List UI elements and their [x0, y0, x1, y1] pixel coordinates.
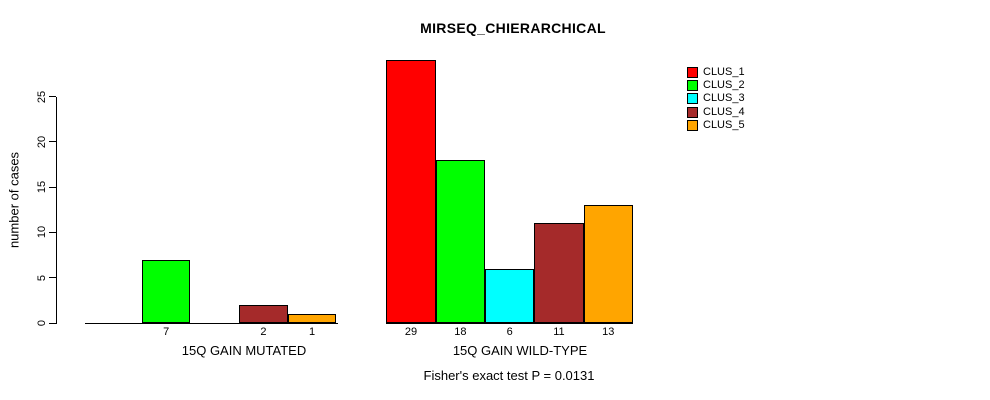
y-tick-label: 20: [36, 135, 48, 148]
bar-clus_3-1: [485, 268, 535, 323]
legend-swatch-clus_1: [687, 66, 698, 78]
x-axis-baseline: [85, 322, 338, 324]
y-tick-label: 10: [36, 226, 48, 239]
bar-value-label: 1: [308, 326, 316, 338]
y-axis-label: number of cases: [6, 151, 22, 249]
bar-value-label: 7: [163, 326, 170, 338]
legend-label-clus_2: CLUS_2: [703, 78, 745, 91]
legend-swatch-clus_2: [687, 79, 698, 91]
y-tick-label: 25: [36, 90, 48, 103]
bar-clus_4-0: [239, 304, 288, 323]
y-axis-line: [56, 96, 57, 324]
bar-value-label: 13: [602, 326, 615, 338]
x-category-label-wild-type: 15Q GAIN WILD-TYPE: [452, 343, 588, 358]
chart-title: MIRSEQ_CHIERARCHICAL: [420, 20, 606, 36]
y-tick-mark: [49, 277, 56, 279]
legend-label-clus_4: CLUS_4: [703, 105, 745, 118]
bar-value-label: 29: [404, 326, 418, 338]
bar-clus_2-0: [141, 259, 191, 323]
bar-value-label: 6: [506, 326, 513, 338]
legend-label-clus_5: CLUS_5: [703, 119, 745, 132]
y-tick-label: 0: [36, 319, 48, 327]
fisher-test-annotation: Fisher's exact test P = 0.0131: [423, 368, 595, 383]
bar-clus_5-1: [583, 205, 633, 323]
legend-swatch-clus_3: [687, 93, 698, 105]
y-tick-mark: [49, 231, 56, 233]
y-tick-mark: [49, 322, 56, 324]
y-tick-label: 5: [36, 274, 48, 281]
y-tick-label: 15: [36, 180, 48, 194]
legend-swatch-clus_4: [687, 106, 698, 118]
legend-label-clus_3: CLUS_3: [703, 92, 745, 105]
bar-clus_5-0: [287, 313, 337, 323]
x-axis-baseline: [386, 322, 633, 324]
x-category-label-mutated: 15Q GAIN MUTATED: [181, 343, 307, 358]
bar-value-label: 2: [260, 326, 267, 338]
y-tick-mark: [49, 141, 56, 143]
legend-swatch-clus_5: [687, 120, 698, 132]
bar-clus_2-1: [435, 159, 485, 323]
y-tick-mark: [49, 96, 56, 97]
bar-clus_1-1: [386, 60, 436, 323]
y-tick-mark: [49, 186, 56, 188]
bar-clus_4-1: [534, 223, 584, 323]
legend-label-clus_1: CLUS_1: [703, 65, 745, 78]
bar-value-label: 11: [553, 326, 565, 338]
bar-value-label: 18: [454, 326, 467, 338]
